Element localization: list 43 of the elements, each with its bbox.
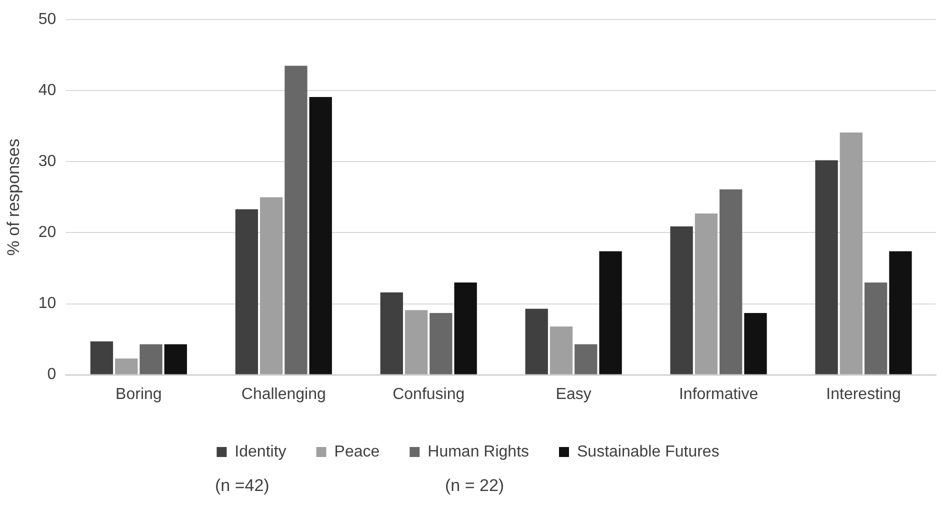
legend-label: Identity xyxy=(234,443,286,460)
bar xyxy=(284,66,308,374)
bar xyxy=(454,282,477,374)
bar xyxy=(815,160,838,374)
y-axis-title: % of responses xyxy=(4,138,23,256)
bar xyxy=(380,292,403,374)
legend-label: Sustainable Futures xyxy=(577,443,720,460)
legend-label: Peace xyxy=(334,443,380,460)
bar xyxy=(744,312,767,374)
y-tick-label: 10 xyxy=(38,295,56,312)
y-tick-label: 50 xyxy=(38,11,56,28)
legend-label: Human Rights xyxy=(428,443,530,460)
x-tick-label: Informative xyxy=(678,386,758,403)
bar xyxy=(599,251,622,374)
bar xyxy=(164,344,187,374)
x-tick-label: Interesting xyxy=(826,386,901,403)
y-tick-label: 20 xyxy=(38,224,56,242)
bar xyxy=(90,341,114,374)
x-tick-label: Easy xyxy=(556,386,592,403)
bar xyxy=(140,344,162,374)
bar xyxy=(720,189,742,374)
y-tick-label: 30 xyxy=(38,153,56,170)
bar xyxy=(404,310,428,374)
bar xyxy=(235,209,258,374)
bar xyxy=(694,214,718,374)
bar xyxy=(574,344,598,374)
bar xyxy=(550,326,573,374)
bar xyxy=(525,308,548,374)
text: (n =42) xyxy=(215,476,270,496)
bar xyxy=(670,226,693,374)
y-tick-label: 0 xyxy=(47,366,56,384)
bar xyxy=(309,97,332,374)
bar xyxy=(840,132,863,374)
x-tick-label: Confusing xyxy=(392,386,465,403)
bar xyxy=(864,282,888,374)
y-tick-label: 40 xyxy=(38,82,56,100)
bar xyxy=(115,358,138,374)
bar xyxy=(889,251,912,374)
text: (n = 22) xyxy=(445,476,504,496)
x-tick-label: Boring xyxy=(116,386,162,403)
x-tick-label: Challenging xyxy=(241,386,326,403)
bar xyxy=(430,312,452,374)
bar xyxy=(260,197,283,374)
